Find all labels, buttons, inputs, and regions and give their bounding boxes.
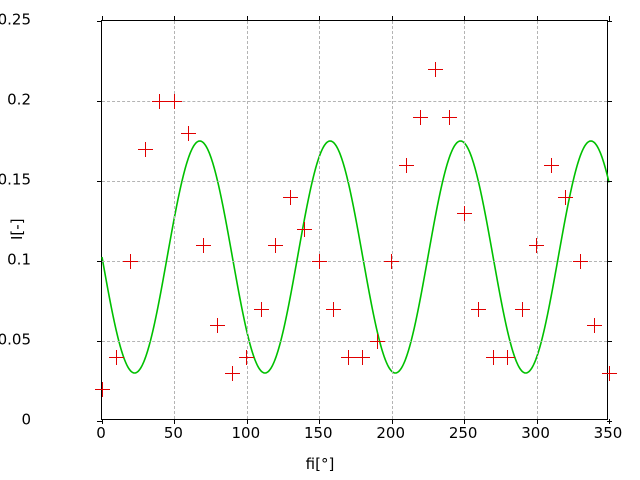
data-point-marker — [297, 221, 313, 237]
gridline-vertical — [536, 21, 538, 419]
data-point-marker — [152, 93, 168, 109]
x-axis-tick — [174, 419, 176, 424]
gridline-horizontal — [102, 181, 607, 182]
x-axis-tick — [174, 16, 176, 21]
data-point-marker — [572, 253, 588, 269]
data-point-marker — [282, 189, 298, 205]
data-point-marker — [413, 109, 429, 125]
gridline-vertical — [174, 21, 176, 419]
y-axis-tick — [607, 181, 612, 182]
data-point-marker — [224, 365, 240, 381]
y-axis-tick — [97, 421, 102, 422]
gridline-horizontal — [102, 261, 607, 262]
data-point-marker — [108, 349, 124, 365]
gridline-horizontal — [102, 101, 607, 102]
x-axis-tick — [391, 16, 393, 21]
y-axis-tick-label: 0.05 — [0, 330, 31, 349]
gridline-vertical — [246, 21, 248, 419]
data-point-marker — [239, 349, 255, 365]
data-point-marker — [601, 365, 617, 381]
fit-curve — [101, 140, 610, 374]
x-axis-tick-label: 200 — [376, 424, 406, 442]
data-point-marker — [456, 205, 472, 221]
y-axis-tick — [607, 261, 612, 262]
x-axis-tick — [536, 16, 538, 21]
fit-curve-path — [101, 140, 610, 374]
x-axis-tick-label: 250 — [448, 424, 478, 442]
y-axis-tick-label: 0.25 — [0, 10, 31, 29]
x-axis-tick-label: 150 — [303, 424, 333, 442]
gridline-vertical — [464, 21, 466, 419]
x-axis-title: fi[°] — [305, 455, 335, 473]
x-axis-tick-label: 100 — [231, 424, 261, 442]
x-axis-tick — [102, 419, 103, 424]
data-point-marker — [500, 349, 516, 365]
gridline-horizontal — [102, 341, 607, 342]
x-axis-tick — [609, 16, 610, 21]
data-point-marker — [384, 253, 400, 269]
x-axis-tick — [391, 419, 393, 424]
x-axis-tick — [319, 16, 321, 21]
plot-area — [94, 16, 617, 424]
data-point-marker — [398, 157, 414, 173]
data-point-marker — [137, 141, 153, 157]
gridline-vertical — [391, 21, 393, 419]
x-axis-tick — [102, 16, 103, 21]
data-point-marker — [195, 237, 211, 253]
data-point-marker — [485, 349, 501, 365]
x-axis-tick-label: 300 — [521, 424, 550, 442]
data-point-marker — [427, 61, 443, 77]
y-axis-title: I[-] — [8, 218, 26, 240]
y-axis-tick — [97, 21, 102, 22]
x-axis-tick-label: 0 — [96, 424, 106, 442]
x-axis-tick — [246, 419, 248, 424]
y-axis-tick-label: 0.1 — [7, 250, 31, 269]
x-axis-tick-label: 50 — [163, 424, 183, 442]
x-axis-tick — [464, 16, 466, 21]
data-point-marker — [442, 109, 458, 125]
data-point-marker — [514, 301, 530, 317]
data-point-marker — [369, 333, 385, 349]
y-axis-tick-label: 0.2 — [7, 90, 31, 109]
data-point-marker — [529, 237, 545, 253]
y-axis-tick-label: 0 — [21, 410, 31, 429]
y-axis-tick — [607, 21, 612, 22]
x-axis-tick — [536, 419, 538, 424]
y-axis-tick — [97, 101, 102, 102]
data-point-marker — [210, 317, 226, 333]
x-axis-tick — [464, 419, 466, 424]
data-point-marker — [587, 317, 602, 333]
data-point-marker — [355, 349, 371, 365]
x-axis-tick — [246, 16, 248, 21]
data-point-marker — [558, 189, 574, 205]
y-axis-tick — [97, 261, 102, 262]
data-point-marker — [181, 125, 197, 141]
data-point-marker — [311, 253, 327, 269]
data-point-marker — [471, 301, 487, 317]
data-point-marker — [166, 93, 182, 109]
y-axis-tick — [607, 341, 612, 342]
y-axis-tick — [97, 341, 102, 342]
data-point-marker — [94, 381, 110, 397]
data-point-marker — [326, 301, 342, 317]
data-point-marker — [340, 349, 356, 365]
y-axis-tick — [97, 181, 102, 182]
x-axis-tick — [319, 419, 321, 424]
y-axis-tick-label: 0.15 — [0, 170, 31, 189]
data-point-marker — [543, 157, 559, 173]
gridline-vertical — [319, 21, 321, 419]
y-axis-tick — [607, 101, 612, 102]
x-axis-tick-label: 350 — [593, 424, 623, 442]
data-point-marker — [268, 237, 284, 253]
data-point-marker — [253, 301, 269, 317]
data-point-marker — [123, 253, 139, 269]
x-axis-tick — [609, 419, 610, 424]
